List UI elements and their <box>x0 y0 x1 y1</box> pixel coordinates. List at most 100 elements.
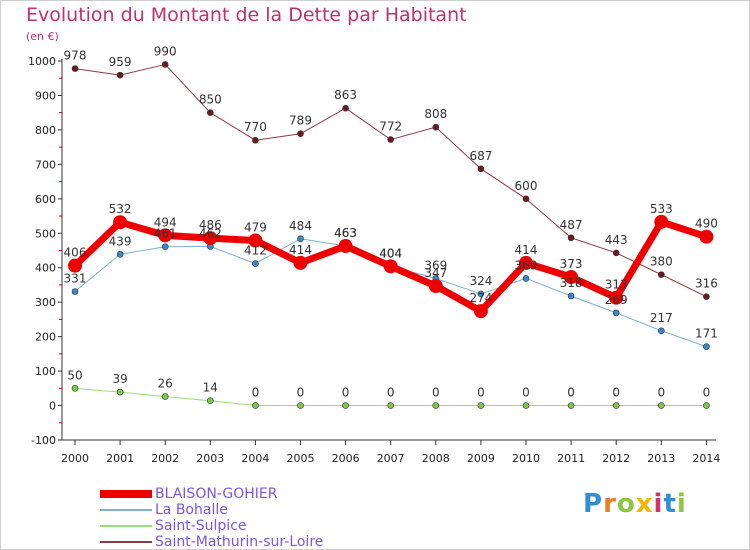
data-label-la-bohalle: 484 <box>289 219 312 233</box>
data-label-saint-mathurin-sur-loire: 959 <box>109 55 132 69</box>
data-label-saint-sulpice: 0 <box>477 386 485 400</box>
data-point-la-bohalle <box>71 288 79 295</box>
legend-swatch <box>100 490 152 498</box>
data-label-saint-sulpice: 0 <box>387 386 395 400</box>
data-point-saint-mathurin-sur-loire <box>432 123 440 131</box>
x-tick-label: 2013 <box>647 452 675 465</box>
data-label-la-bohalle: 462 <box>199 226 222 240</box>
data-label-blaison-gohier: 313 <box>605 278 628 292</box>
data-label-saint-sulpice: 0 <box>703 386 711 400</box>
x-tick-label: 2000 <box>61 452 89 465</box>
data-point-la-bohalle <box>522 275 530 282</box>
y-tick-label: 200 <box>35 331 56 344</box>
data-point-la-bohalle <box>703 343 710 350</box>
legend-label: Saint-Sulpice <box>155 518 247 534</box>
data-label-blaison-gohier: 486 <box>199 218 222 232</box>
data-label-saint-mathurin-sur-loire: 978 <box>64 49 87 63</box>
data-point-la-bohalle <box>252 260 259 267</box>
data-label-blaison-gohier: 274 <box>469 291 492 305</box>
data-point-saint-sulpice <box>252 402 259 409</box>
data-label-saint-sulpice: 0 <box>297 386 305 400</box>
data-point-saint-sulpice <box>612 402 620 409</box>
data-label-blaison-gohier: 479 <box>244 221 267 235</box>
data-point-saint-sulpice <box>567 402 575 409</box>
data-label-saint-sulpice: 0 <box>522 386 530 400</box>
data-point-saint-sulpice <box>522 402 530 409</box>
data-point-blaison-gohier <box>564 270 579 285</box>
data-point-blaison-gohier <box>519 255 533 270</box>
y-tick-label: 0 <box>49 400 56 413</box>
data-label-la-bohalle: 439 <box>109 234 132 248</box>
legend-swatch <box>100 525 152 527</box>
data-point-la-bohalle <box>567 292 575 300</box>
data-point-saint-mathurin-sur-loire <box>297 130 304 137</box>
data-point-saint-mathurin-sur-loire <box>657 271 665 278</box>
data-point-blaison-gohier <box>293 255 308 270</box>
data-point-la-bohalle <box>477 290 485 298</box>
x-tick-label: 2011 <box>557 452 585 465</box>
data-label-saint-mathurin-sur-loire: 772 <box>379 120 402 134</box>
y-tick-label: 300 <box>35 296 56 309</box>
x-tick-label: 2007 <box>377 452 405 465</box>
data-label-la-bohalle: 171 <box>695 327 718 341</box>
data-point-blaison-gohier <box>654 214 669 229</box>
data-point-saint-mathurin-sur-loire <box>387 136 395 143</box>
data-label-saint-sulpice: 0 <box>432 386 440 400</box>
x-tick-label: 2001 <box>106 452 134 465</box>
data-point-saint-sulpice <box>297 402 304 409</box>
data-label-blaison-gohier: 414 <box>515 243 538 257</box>
legend-label: Saint-Mathurin-sur-Loire <box>155 534 324 550</box>
chart-title: Evolution du Montant de la Dette par Hab… <box>26 4 467 26</box>
data-label-blaison-gohier: 414 <box>289 243 312 257</box>
data-label-saint-sulpice: 26 <box>158 377 173 391</box>
data-label-saint-sulpice: 50 <box>67 368 82 382</box>
legend-swatch <box>100 541 152 543</box>
x-tick-label: 2009 <box>467 452 495 465</box>
data-point-la-bohalle <box>116 250 124 258</box>
data-point-blaison-gohier <box>68 258 82 273</box>
data-label-blaison-gohier: 463 <box>334 226 357 240</box>
data-label-saint-mathurin-sur-loire: 789 <box>289 114 312 128</box>
data-label-saint-sulpice: 0 <box>342 386 350 400</box>
data-label-saint-sulpice: 0 <box>252 386 260 400</box>
data-point-saint-mathurin-sur-loire <box>522 195 530 203</box>
y-tick-label: 800 <box>35 124 56 137</box>
data-point-saint-mathurin-sur-loire <box>207 109 214 116</box>
data-label-la-bohalle: 463 <box>334 226 357 240</box>
data-point-saint-mathurin-sur-loire <box>567 234 575 242</box>
data-label-saint-mathurin-sur-loire: 380 <box>650 255 673 269</box>
data-label-la-bohalle: 461 <box>154 227 177 241</box>
data-point-la-bohalle <box>657 327 665 335</box>
data-label-blaison-gohier: 404 <box>379 246 402 260</box>
data-point-saint-sulpice <box>161 393 169 400</box>
proxiti-logo: Proxiti <box>583 489 687 519</box>
data-label-saint-mathurin-sur-loire: 863 <box>334 88 357 102</box>
data-label-blaison-gohier: 494 <box>154 215 177 229</box>
y-tick-label: 900 <box>35 89 56 102</box>
data-point-saint-mathurin-sur-loire <box>342 104 349 112</box>
data-label-blaison-gohier: 406 <box>64 246 87 260</box>
data-label-saint-mathurin-sur-loire: 600 <box>515 179 538 193</box>
data-point-la-bohalle <box>161 243 169 251</box>
data-point-saint-sulpice <box>342 402 349 409</box>
data-label-la-bohalle: 404 <box>379 246 402 260</box>
data-point-saint-mathurin-sur-loire <box>71 65 79 72</box>
data-label-la-bohalle: 318 <box>560 276 583 290</box>
x-tick-label: 2006 <box>332 452 360 465</box>
data-label-la-bohalle: 269 <box>605 293 628 307</box>
data-label-saint-sulpice: 0 <box>567 386 575 400</box>
legend-label: BLAISON-GOHIER <box>155 486 278 502</box>
data-label-blaison-gohier: 490 <box>695 217 718 231</box>
data-label-la-bohalle: 217 <box>650 311 673 325</box>
y-tick-label: -100 <box>31 434 56 447</box>
data-label-saint-sulpice: 39 <box>112 372 127 386</box>
data-point-saint-mathurin-sur-loire <box>612 249 620 257</box>
data-point-saint-mathurin-sur-loire <box>161 61 169 68</box>
data-label-saint-sulpice: 0 <box>657 386 665 400</box>
data-point-blaison-gohier <box>473 304 488 319</box>
data-point-saint-sulpice <box>657 402 665 409</box>
data-label-la-bohalle: 412 <box>244 244 267 258</box>
data-label-la-bohalle: 369 <box>515 258 538 272</box>
data-point-saint-sulpice <box>71 385 79 392</box>
